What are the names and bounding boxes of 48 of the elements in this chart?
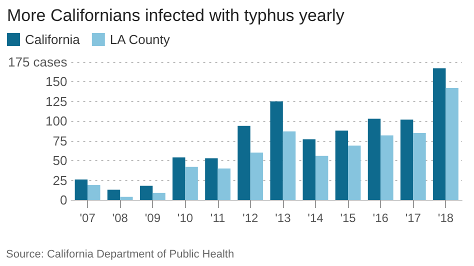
bar bbox=[400, 120, 414, 200]
x-tick-label: '14 bbox=[308, 211, 324, 225]
x-tick-label: '17 bbox=[405, 211, 422, 225]
bar bbox=[218, 168, 230, 200]
bar bbox=[88, 185, 100, 200]
bar bbox=[152, 192, 166, 200]
bar bbox=[74, 179, 88, 200]
x-tick-label: '07 bbox=[80, 211, 96, 225]
y-tick-label: 125 bbox=[46, 94, 68, 109]
x-tick-label: '10 bbox=[177, 211, 194, 225]
legend-label: California bbox=[25, 32, 81, 47]
bar bbox=[270, 101, 283, 200]
bar bbox=[120, 196, 133, 200]
y-tick-label: 0 bbox=[60, 192, 68, 208]
bar bbox=[250, 152, 264, 200]
x-tick-label: '13 bbox=[275, 211, 292, 225]
chart-title: More Californians infected with typhus yearly bbox=[7, 6, 345, 25]
x-tick-label: '12 bbox=[242, 211, 258, 225]
x-tick-label: '08 bbox=[112, 211, 128, 225]
bar bbox=[380, 135, 394, 200]
y-tick-label: 75 bbox=[52, 133, 68, 148]
legend-label: LA County bbox=[110, 32, 170, 47]
bar bbox=[140, 186, 153, 200]
bar bbox=[238, 126, 250, 200]
bar bbox=[413, 132, 426, 200]
x-tick-label: '18 bbox=[438, 211, 454, 225]
bar bbox=[348, 146, 361, 200]
bar bbox=[335, 130, 348, 200]
bar bbox=[205, 158, 218, 200]
bar bbox=[446, 88, 458, 200]
x-tick-label: '16 bbox=[372, 211, 389, 225]
y-tick-label: 25 bbox=[52, 172, 68, 188]
bar bbox=[172, 157, 186, 200]
y-tick-label: 50 bbox=[52, 153, 68, 168]
bar bbox=[282, 131, 296, 200]
y-tick-label: 150 bbox=[46, 74, 68, 90]
bar bbox=[185, 166, 198, 200]
bar bbox=[368, 118, 381, 200]
x-tick-label: '15 bbox=[340, 211, 356, 225]
source-note: Source: California Department of Public Health bbox=[6, 248, 234, 260]
bar bbox=[302, 139, 316, 200]
y-tick-label: 100 bbox=[46, 114, 68, 129]
x-tick-label: '09 bbox=[144, 211, 161, 225]
bar bbox=[433, 68, 446, 200]
y-tick-label: 175 cases bbox=[8, 54, 68, 70]
bar bbox=[315, 156, 328, 200]
bar bbox=[107, 190, 120, 200]
x-tick-label: '11 bbox=[210, 211, 226, 225]
